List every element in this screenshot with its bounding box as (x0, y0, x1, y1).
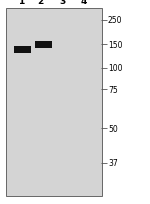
Text: 250: 250 (108, 16, 123, 25)
Text: 75: 75 (108, 85, 118, 94)
Text: 37: 37 (108, 159, 118, 168)
Bar (6, 9, 102, 196)
Text: 100: 100 (108, 64, 123, 73)
Text: 4: 4 (81, 0, 87, 6)
Text: 1: 1 (18, 0, 24, 6)
Text: 2: 2 (37, 0, 44, 6)
Text: 50: 50 (108, 124, 118, 133)
Text: 150: 150 (108, 40, 123, 49)
Bar (14, 46, 31, 54)
Bar (34, 42, 52, 49)
Text: 3: 3 (60, 0, 66, 6)
